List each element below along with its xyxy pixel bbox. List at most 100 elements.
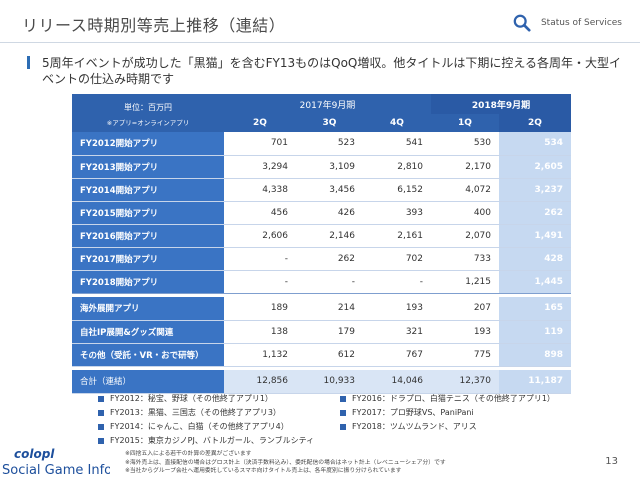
table-cell: - [296,270,363,294]
logo-text: Social Game Info [2,463,110,478]
table-cell: 6,152 [363,178,431,202]
table-cell: 138 [224,320,296,344]
table-cell: 214 [296,297,363,321]
quarter-header: 1Q [431,114,499,132]
table-row: FY2012開始アプリ 701 523 541 530 534 [72,132,571,156]
table-cell: 701 [224,132,296,156]
table-cell: 193 [431,320,499,344]
total-row: 合計（連結） 12,856 10,933 14,046 12,370 11,187 [72,370,571,394]
title-divider [0,42,640,43]
status-header: Status of Services [513,14,622,32]
table-cell: 189 [224,297,296,321]
table-row: 海外展開アプリ 189 214 193 207 165 [72,297,571,321]
unit-label: 単位：百万円 [124,103,172,112]
quarter-header: 2Q [499,114,571,132]
table-cell: 393 [363,201,431,225]
legend-item: FY2013：黒猫、三国志（その他終了アプリ3） [98,407,281,418]
table-cell: 523 [296,132,363,156]
table-cell: 456 [224,201,296,225]
row-label: FY2014開始アプリ [72,178,224,202]
legend-item: FY2014：にゃんこ、白猫（その他終了アプリ4） [98,421,289,432]
table-cell: 1,132 [224,343,296,367]
table-cell: 2,606 [224,224,296,248]
table-cell: 207 [431,297,499,321]
row-label: その他（受託・VR・おで研等） [72,343,224,367]
table-row: FY2014開始アプリ 4,338 3,456 6,152 4,072 3,237 [72,178,571,202]
table-corner: 単位：百万円 ※アプリ=オンラインアプリ [72,94,224,132]
table-cell: 321 [363,320,431,344]
page-number: 13 [605,456,618,467]
table-cell: - [363,270,431,294]
period-2017: 2017年9月期 [224,94,431,114]
footnote: ※四捨五入による若干の計算の差異がございます [125,451,252,457]
table-cell: 12,370 [431,370,499,394]
table-cell: 534 [499,132,571,156]
table-row: 自社IP展開&グッズ関連 138 179 321 193 119 [72,320,571,344]
table-cell: 541 [363,132,431,156]
table-cell: 530 [431,132,499,156]
search-icon [513,14,531,32]
table-cell: 767 [363,343,431,367]
table-cell: 2,070 [431,224,499,248]
row-spacer [72,293,571,297]
table-cell: 262 [296,247,363,271]
table-cell: 4,338 [224,178,296,202]
table-cell: 1,215 [431,270,499,294]
row-label: FY2018開始アプリ [72,270,224,294]
table-cell: 4,072 [431,178,499,202]
row-label: FY2013開始アプリ [72,155,224,179]
period-2018: 2018年9月期 [431,94,571,114]
lead-marker [27,56,30,69]
table-cell: 119 [499,320,571,344]
table-row: その他（受託・VR・おで研等） 1,132 612 767 775 898 [72,343,571,367]
quarter-header: 3Q [296,114,363,132]
row-label: 海外展開アプリ [72,297,224,321]
page-title: リリース時期別等売上推移（連結） [22,16,286,35]
table-cell: 179 [296,320,363,344]
legend-item: FY2012：秘宝、野球（その他終了アプリ1） [98,393,273,404]
legend-item: FY2015：東京カジノPJ、バトルガール、ランブルシティ [98,435,314,446]
table-cell: 400 [431,201,499,225]
table-cell: 3,109 [296,155,363,179]
table-row: FY2017開始アプリ -262 702 733 428 [72,247,571,271]
bullet-icon [340,409,346,416]
legend-item: FY2018：ツムツムランド、アリス [340,421,477,432]
table-row: FY2013開始アプリ 3,294 3,109 2,810 2,170 2,605 [72,155,571,179]
bullet-icon [98,423,104,430]
bullet-icon [98,437,104,444]
table-row: FY2015開始アプリ 456 426 393 400 262 [72,201,571,225]
table-cell: 733 [431,247,499,271]
footnotes: ※四捨五入による若干の計算の差異がございます ※海外売上は、直接配信の場合はグロ… [125,450,446,476]
table-row: FY2018開始アプリ - - -1,215 1,445 [72,270,571,294]
table-cell: 2,161 [363,224,431,248]
svg-text:colopl: colopl [14,447,55,461]
quarter-header: 2Q [224,114,296,132]
row-label: 自社IP展開&グッズ関連 [72,320,224,344]
social-game-info-logo: colopl Social Game Info [2,447,110,478]
table-cell: 1,445 [499,270,571,294]
table-cell: 262 [499,201,571,225]
table-cell: 2,810 [363,155,431,179]
bullet-icon [340,395,346,402]
row-label: 合計（連結） [72,370,224,394]
quarter-header: 4Q [363,114,431,132]
unit-note: ※アプリ=オンラインアプリ [106,119,190,127]
table-row: FY2016開始アプリ 2,606 2,146 2,161 2,070 1,491 [72,224,571,248]
sales-table: 単位：百万円 ※アプリ=オンラインアプリ 2017年9月期 2018年9月期 2… [72,94,571,394]
table-cell: 898 [499,343,571,367]
table-cell: 3,456 [296,178,363,202]
table-cell: 1,491 [499,224,571,248]
bullet-icon [340,423,346,430]
table-cell: 775 [431,343,499,367]
legend-item: FY2016：ドラプロ、白猫テニス（その他終了アプリ1） [340,393,555,404]
footnote: ※当社からグループ会社へ運用委託しているスマホ向けタイトル売上は、各年度別に振り… [125,468,402,474]
table-cell: 12,856 [224,370,296,394]
row-label: FY2017開始アプリ [72,247,224,271]
row-label: FY2016開始アプリ [72,224,224,248]
footnote: ※海外売上は、直接配信の場合はグロス計上（決済手数料込み）、委託配信の場合はネッ… [125,459,446,466]
bullet-icon [98,395,104,402]
table-cell: 3,237 [499,178,571,202]
table-cell: - [224,270,296,294]
status-label: Status of Services [540,18,622,28]
table-cell: 428 [499,247,571,271]
